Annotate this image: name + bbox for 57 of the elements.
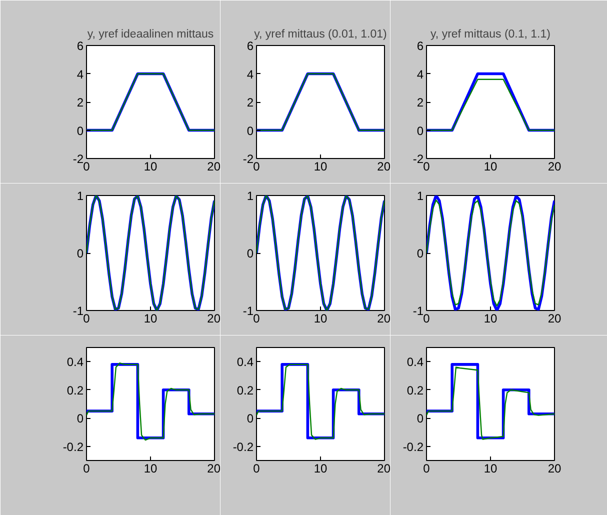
x-tick-label: 20	[548, 462, 562, 476]
y-tick-label: 2	[246, 96, 254, 110]
y-tick-label: -2	[412, 152, 424, 166]
y-tick-label: -0.2	[62, 440, 84, 454]
x-tick-label: 20	[548, 160, 562, 174]
x-tick-label: 20	[207, 312, 221, 326]
y-tick-label: 0.2	[406, 383, 424, 398]
y-tick-label: 1	[246, 189, 254, 203]
y-tick-label: 0.4	[66, 355, 84, 370]
x-tick-label: 10	[314, 312, 328, 326]
y-tick-label: 1	[76, 189, 84, 203]
y-tick-label: 0	[246, 412, 254, 426]
x-tick-label: 10	[484, 462, 498, 476]
y-tick-label: 1	[416, 189, 424, 203]
y-tick-label: -1	[412, 304, 424, 318]
y-tick-label: 4	[246, 67, 254, 82]
y-tick-label: 0	[76, 124, 84, 138]
y-tick-label: 6	[76, 39, 84, 53]
y-tick-label: -2	[242, 152, 254, 166]
chart-title: y, yref mittaus (0.01, 1.01)	[254, 28, 388, 40]
y-tick-label: 0	[416, 412, 424, 426]
y-tick-label: 6	[246, 39, 254, 53]
y-tick-label: 0.4	[236, 355, 254, 370]
y-tick-label: 0.2	[66, 383, 84, 398]
y-tick-label: 2	[76, 96, 84, 110]
y-tick-label: 0	[416, 246, 424, 260]
x-tick-label: 20	[548, 312, 562, 326]
x-tick-label: 10	[314, 160, 328, 174]
chart-title: y, yref ideaalinen mittaus	[87, 28, 214, 40]
y-tick-label: 6	[416, 39, 424, 53]
y-tick-label: 2	[416, 96, 424, 110]
x-tick-label: 10	[314, 462, 328, 476]
y-tick-label: -2	[72, 152, 84, 166]
y-tick-label: 0	[76, 412, 84, 426]
x-tick-label: 10	[144, 462, 158, 476]
y-tick-label: -1	[242, 304, 254, 318]
x-tick-label: 20	[377, 462, 391, 476]
y-tick-label: 0.4	[406, 355, 424, 370]
y-tick-label: 0	[76, 246, 84, 260]
y-tick-label: 0	[416, 124, 424, 138]
y-tick-label: 0	[246, 124, 254, 138]
x-tick-label: 10	[484, 312, 498, 326]
x-tick-label: 10	[484, 160, 498, 174]
y-tick-label: -1	[72, 304, 84, 318]
x-tick-label: 20	[377, 312, 391, 326]
y-tick-label: 4	[76, 67, 84, 82]
x-tick-label: 20	[377, 160, 391, 174]
chart-title: y, yref mittaus (0.1, 1.1)	[430, 28, 551, 40]
y-tick-label: -0.2	[232, 440, 254, 454]
x-tick-label: 10	[144, 160, 158, 174]
y-tick-label: 4	[416, 67, 424, 82]
y-tick-label: 0.2	[236, 383, 254, 398]
y-tick-label: 0	[246, 246, 254, 260]
x-tick-label: 20	[207, 462, 221, 476]
x-tick-label: 20	[207, 160, 221, 174]
x-tick-label: 10	[144, 312, 158, 326]
y-tick-label: -0.2	[402, 440, 424, 454]
